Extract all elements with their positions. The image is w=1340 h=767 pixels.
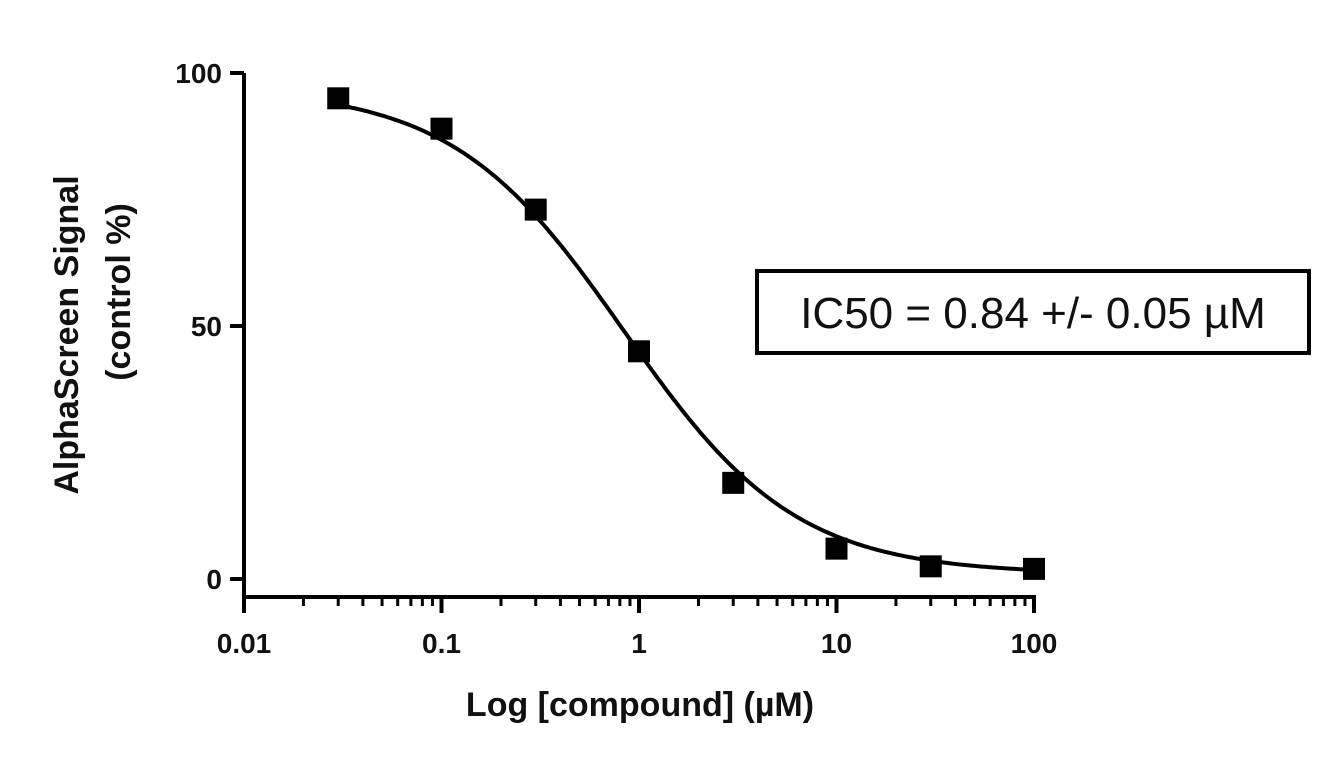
- data-point: [327, 87, 350, 110]
- y-tick-label: 100: [175, 58, 222, 89]
- data-point: [919, 555, 942, 578]
- x-tick-label: 0.01: [217, 628, 272, 659]
- x-axis-title: Log [compound] (µM): [466, 686, 814, 724]
- x-tick-label: 10: [821, 628, 852, 659]
- annotation-box: IC50 = 0.84 +/- 0.05 µM: [755, 269, 1311, 355]
- data-point: [430, 117, 453, 140]
- data-points: [327, 87, 1045, 580]
- y-axis: 0 50 100: [175, 58, 246, 597]
- y-tick-label: 50: [191, 311, 222, 342]
- fit-curve: [337, 102, 1035, 572]
- data-point: [722, 471, 745, 494]
- data-point: [628, 340, 650, 363]
- annotation-frame: [755, 269, 1311, 355]
- y-tick-label: 0: [206, 564, 222, 595]
- x-axis: 0.01 0.1 1 10 100: [217, 595, 1058, 659]
- x-tick-label: 100: [1011, 628, 1058, 659]
- data-point: [524, 198, 547, 221]
- annotation-text: IC50 = 0.84 +/- 0.05 µM: [800, 289, 1266, 338]
- data-point: [825, 537, 848, 560]
- data-point: [1023, 557, 1045, 580]
- y-axis-title-line1: AlphaScreen Signal: [48, 175, 86, 494]
- y-axis-title-line2: (control %): [100, 203, 138, 381]
- x-tick-label: 1: [631, 628, 647, 659]
- x-tick-label: 0.1: [422, 628, 461, 659]
